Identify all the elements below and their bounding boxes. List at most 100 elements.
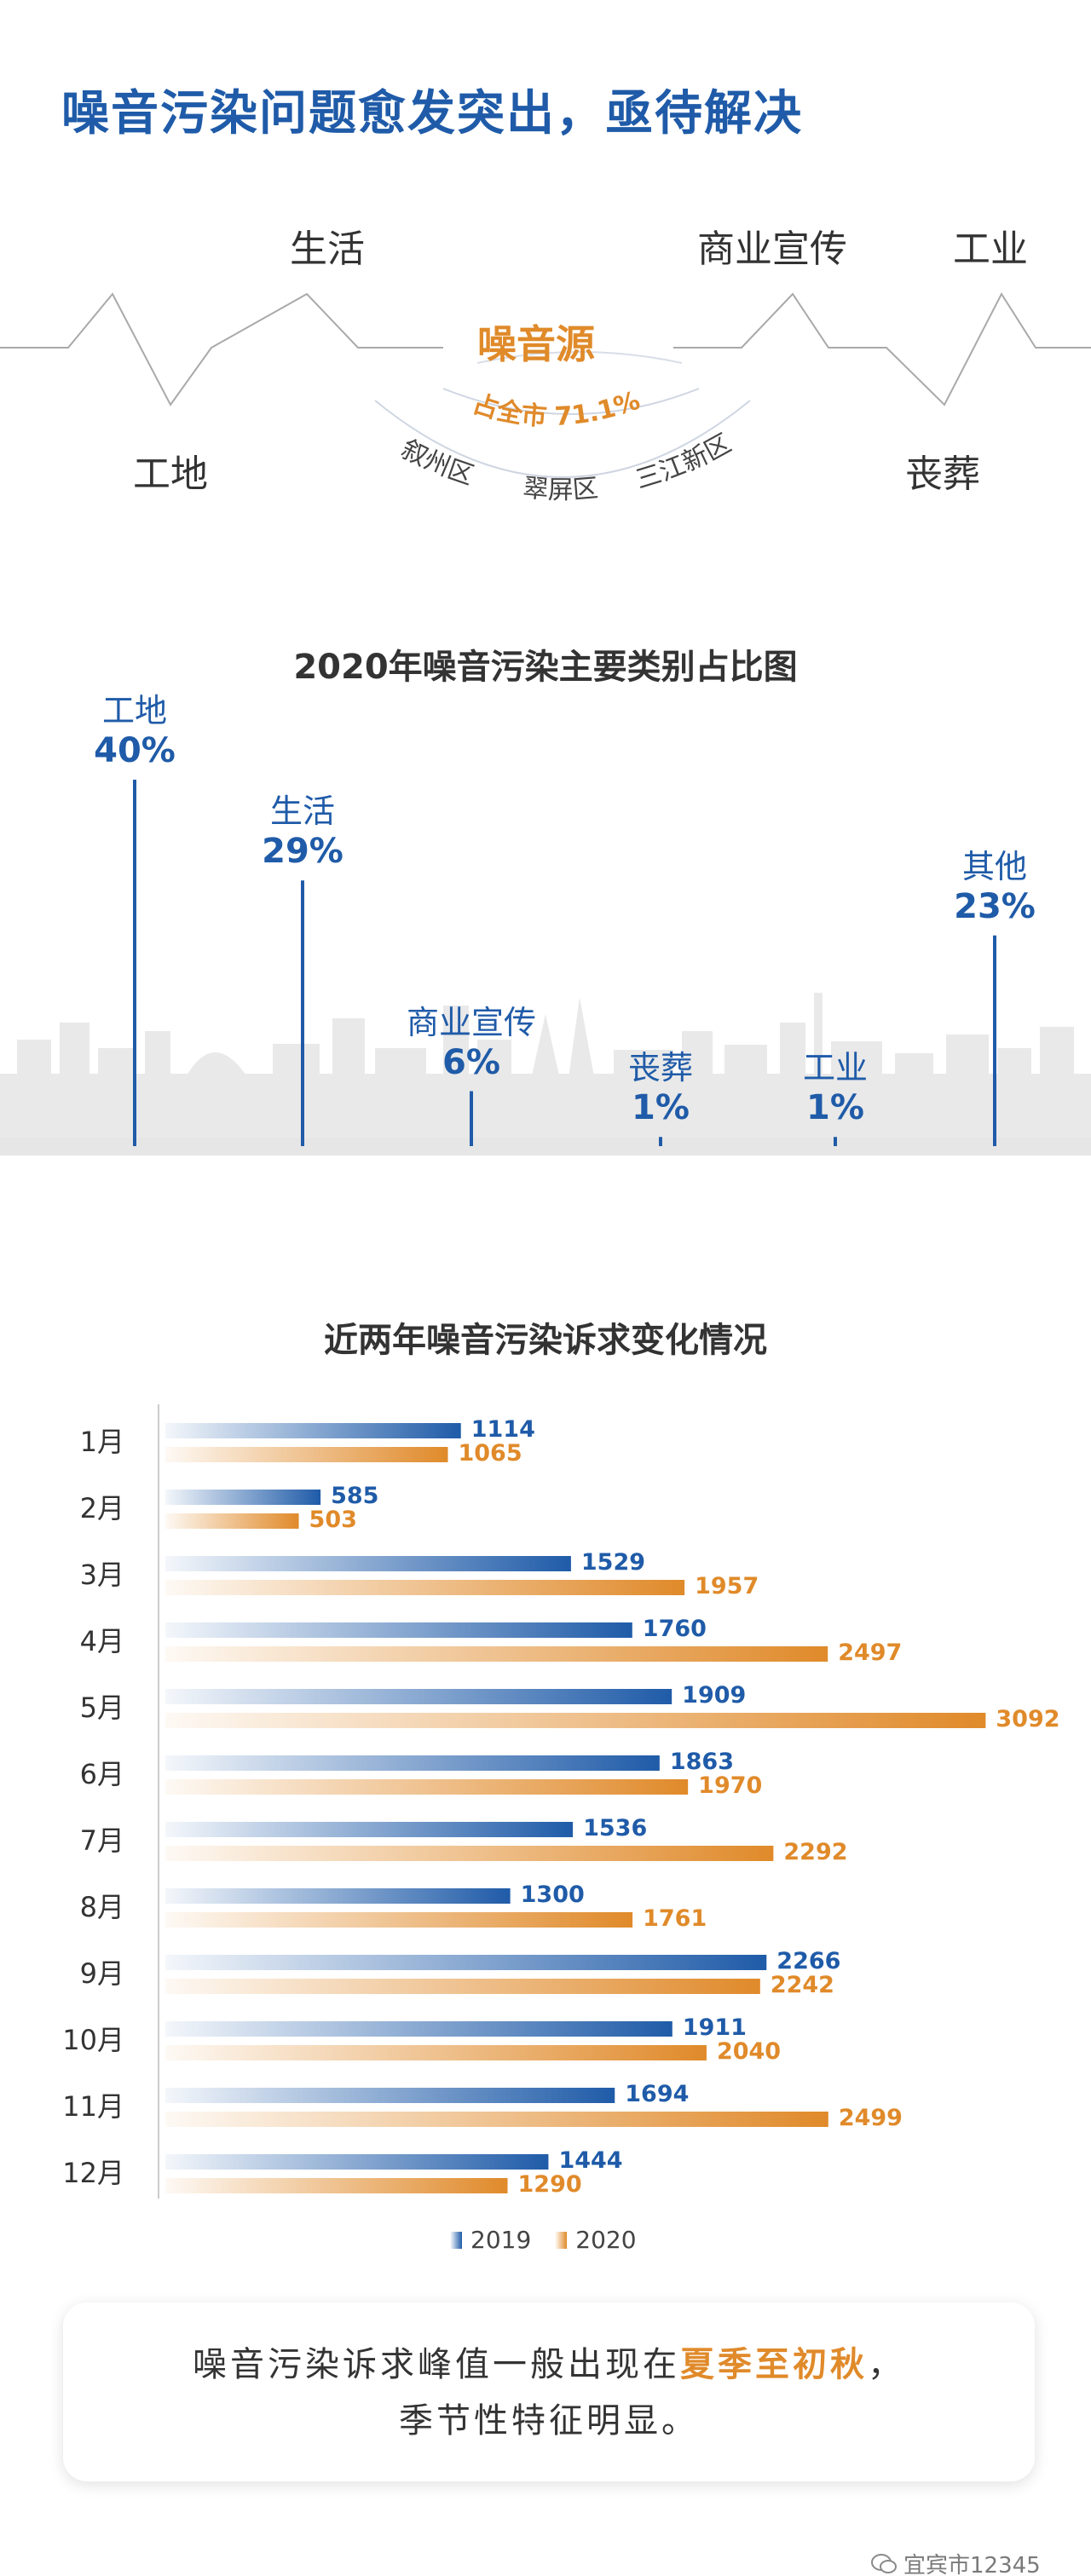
category-name: 丧葬 — [627, 1049, 694, 1087]
bar-2020 — [165, 1713, 986, 1728]
bar-2019 — [165, 1888, 511, 1904]
month-label: 3月 — [80, 1559, 124, 1591]
bar-2020 — [165, 1912, 633, 1928]
bar-2019 — [165, 1556, 571, 1571]
bar-2019 — [165, 2154, 549, 2170]
bar-2020 — [165, 1846, 774, 1861]
legend-item-2019: 2019 — [450, 2226, 531, 2254]
category-name: 商业宣传 — [406, 1003, 537, 1041]
bar-chart-legend: 2019 2020 — [450, 2226, 637, 2254]
bar-2019 — [165, 1822, 574, 1837]
value-label-2019: 1694 — [625, 2081, 689, 2107]
page-heading: 噪音污染问题愈发突出，亟待解决 — [61, 86, 803, 141]
legend-swatch-2020 — [555, 2231, 568, 2249]
month-label: 10月 — [62, 2024, 124, 2056]
svg-text:翠屏区: 翠屏区 — [522, 473, 599, 505]
bar-2020 — [165, 1779, 689, 1795]
value-label-2019: 1536 — [583, 1815, 647, 1841]
value-label-2020: 1957 — [695, 1573, 759, 1599]
bar-2019 — [165, 1423, 461, 1438]
category-percent: 1% — [806, 1088, 864, 1128]
category-label-1: 生活 29% — [262, 792, 343, 872]
category-percent: 40% — [94, 731, 176, 770]
month-label: 5月 — [80, 1691, 124, 1724]
bar-2020 — [165, 2112, 828, 2127]
category-label-2: 商业宣传 6% — [407, 1003, 536, 1083]
month-label: 7月 — [80, 1824, 124, 1857]
bar-2020 — [165, 1447, 448, 1462]
category-label-4: 工业 1% — [803, 1048, 868, 1128]
category-percent: 6% — [442, 1042, 500, 1082]
watermark: 宜宾市12345 — [871, 2548, 1041, 2576]
value-label-2019: 1529 — [581, 1549, 645, 1576]
noise-share-arc: 占全市 71.1% 叙州区 翠屏区 三江新区 — [396, 386, 736, 505]
month-label: 11月 — [62, 2090, 124, 2123]
source-funeral-label: 丧葬 — [905, 452, 980, 496]
value-label-2019: 1911 — [683, 2014, 747, 2041]
bar-2019 — [165, 1755, 660, 1771]
month-label: 12月 — [62, 2157, 124, 2189]
category-label-5: 其他 23% — [954, 847, 1036, 927]
value-label-2019: 1909 — [682, 1682, 746, 1709]
bar-2019 — [165, 1622, 632, 1638]
bar-2019 — [165, 2088, 615, 2103]
month-label: 9月 — [80, 1957, 124, 1990]
category-label-3: 丧葬 1% — [628, 1048, 693, 1128]
value-label-2019: 1760 — [643, 1616, 707, 1642]
source-industry-label: 工业 — [953, 228, 1028, 271]
monthly-chart-title: 近两年噪音污染诉求变化情况 — [324, 1321, 767, 1360]
value-label-2020: 2040 — [717, 2038, 781, 2065]
value-label-2020: 503 — [309, 1507, 357, 1533]
value-label-2020: 1761 — [643, 1905, 707, 1932]
value-label-2020: 2242 — [771, 1972, 834, 1998]
month-label: 8月 — [80, 1891, 124, 1923]
bar-2020 — [165, 1646, 828, 1662]
bar-2019 — [165, 1689, 672, 1704]
conclusion-prefix: 噪音污染诉求峰值一般出现在 — [193, 2345, 680, 2384]
legend-swatch-2019 — [450, 2231, 462, 2249]
value-label-2020: 2292 — [783, 1839, 847, 1865]
bar-2020 — [165, 2178, 508, 2193]
value-label-2019: 585 — [331, 1483, 378, 1509]
noise-source-title: 噪音源 — [477, 321, 595, 367]
bar-2019 — [165, 1490, 321, 1505]
conclusion-line-2: 季节性特征明显。 — [399, 2401, 699, 2441]
conclusion-suffix: ， — [868, 2345, 905, 2384]
value-label-2019: 1114 — [471, 1416, 535, 1443]
value-label-2020: 2497 — [838, 1640, 902, 1666]
conclusion-highlight: 夏季至初秋 — [680, 2345, 868, 2384]
source-life-label: 生活 — [290, 228, 365, 271]
source-construction-label: 工地 — [133, 452, 208, 496]
value-label-2020: 2499 — [839, 2105, 903, 2131]
wechat-icon — [871, 2553, 897, 2573]
category-percent: 23% — [954, 886, 1036, 926]
conclusion-line-1: 噪音污染诉求峰值一般出现在夏季至初秋， — [63, 2337, 1035, 2393]
category-name: 工业 — [802, 1049, 869, 1087]
month-label: 2月 — [80, 1492, 124, 1524]
legend-label-2019: 2019 — [470, 2226, 532, 2254]
conclusion-box: 噪音污染诉求峰值一般出现在夏季至初秋， 季节性特征明显。 — [63, 2302, 1035, 2481]
value-label-2020: 3092 — [996, 1706, 1059, 1732]
bar-2020 — [165, 1580, 685, 1595]
value-label-2020: 1065 — [458, 1440, 522, 1467]
category-percent: 29% — [262, 832, 343, 872]
legend-label-2020: 2020 — [575, 2226, 637, 2254]
value-label-2019: 1863 — [670, 1749, 734, 1775]
value-label-2020: 1970 — [698, 1772, 762, 1799]
district-label-2: 翠屏区 — [522, 473, 599, 505]
source-commercial-label: 商业宣传 — [697, 228, 847, 271]
category-name: 其他 — [961, 847, 1027, 885]
category-name: 生活 — [269, 792, 335, 831]
month-label: 6月 — [80, 1758, 124, 1790]
bar-2020 — [165, 1979, 760, 1994]
value-label-2019: 1300 — [521, 1882, 585, 1908]
category-percent: 1% — [632, 1088, 690, 1128]
value-label-2019: 2266 — [776, 1948, 840, 1974]
month-label: 1月 — [80, 1426, 124, 1458]
category-label-0: 工地 40% — [94, 691, 176, 771]
value-label-2019: 1444 — [558, 2147, 622, 2174]
category-name: 工地 — [101, 692, 167, 729]
category-chart-title: 2020年噪音污染主要类别占比图 — [293, 648, 798, 687]
city-skyline — [0, 993, 1091, 1155]
